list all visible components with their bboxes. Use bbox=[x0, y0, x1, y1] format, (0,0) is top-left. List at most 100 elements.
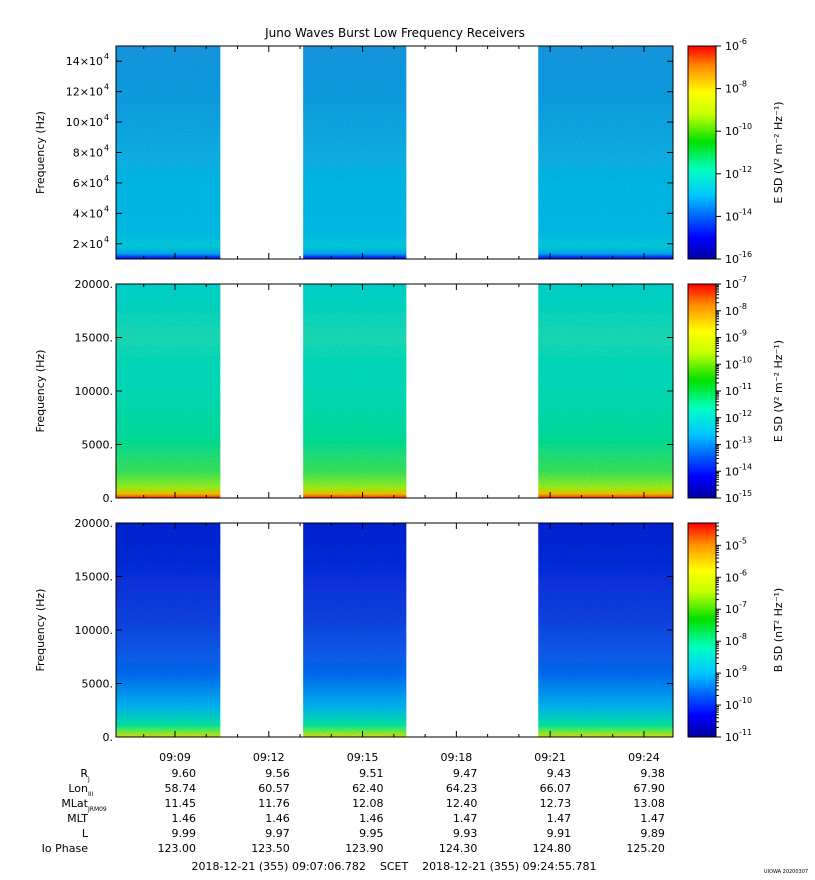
ephemeris-value: 64.23 bbox=[446, 782, 478, 795]
y-tick-label: 6×10 bbox=[73, 177, 103, 190]
ephemeris-label: MLat bbox=[61, 797, 88, 810]
colorbar-tick-label: 10-13 bbox=[725, 436, 752, 452]
y-tick-exponent: 4 bbox=[104, 144, 109, 153]
ephemeris-value: 1.47 bbox=[640, 812, 665, 825]
ephemeris-value: 9.51 bbox=[359, 767, 384, 780]
colorbar-tick-label: 10-9 bbox=[725, 664, 747, 680]
ephemeris-label: Lon bbox=[68, 782, 88, 795]
y-axis-label: Frequency (Hz) bbox=[34, 589, 47, 672]
y-tick-label: 0. bbox=[103, 731, 114, 744]
ephemeris-value: 1.46 bbox=[359, 812, 384, 825]
colorbar-1: 10-16 10-14 10-12 10-10 10-8 10-6 E SD (V² m⁻²… bbox=[687, 37, 785, 266]
y-tick-exponent: 4 bbox=[104, 235, 109, 244]
time-tick-label: 09:21 bbox=[534, 751, 566, 764]
y-axis-label: Frequency (Hz) bbox=[34, 111, 47, 194]
ephemeris-value: 9.56 bbox=[265, 767, 290, 780]
ephemeris-label: L bbox=[82, 827, 89, 840]
ephemeris-value: 9.97 bbox=[265, 827, 290, 840]
time-tick-label: 09:09 bbox=[159, 751, 191, 764]
y-tick-label: 8×10 bbox=[73, 147, 103, 160]
ephemeris-label: Io Phase bbox=[42, 842, 89, 855]
y-tick-label: 4×10 bbox=[73, 207, 103, 220]
ephemeris-label-subscript: J bbox=[87, 776, 90, 783]
figure-title: Juno Waves Burst Low Frequency Receivers bbox=[264, 26, 525, 40]
y-tick-label: 15000. bbox=[75, 571, 114, 584]
ephemeris-label-subscript: III bbox=[88, 791, 94, 798]
colorbar-tick-label: 10-14 bbox=[725, 462, 752, 478]
colorbar-tick-label: 10-5 bbox=[725, 536, 747, 552]
ephemeris-value: 11.45 bbox=[164, 797, 196, 810]
colorbar-tick-label: 10-12 bbox=[725, 409, 752, 425]
ephemeris-value: 125.20 bbox=[626, 842, 665, 855]
y-tick-label: 10000. bbox=[75, 385, 114, 398]
ephemeris-value: 123.00 bbox=[157, 842, 196, 855]
y-tick-label: 2×10 bbox=[73, 238, 103, 251]
ephemeris-value: 67.90 bbox=[633, 782, 665, 795]
ephemeris-value: 124.30 bbox=[439, 842, 478, 855]
colorbar-tick-label: 10-10 bbox=[725, 696, 752, 712]
time-tick-label: 09:12 bbox=[253, 751, 285, 764]
spectrogram-block-1 bbox=[115, 284, 221, 498]
spectrogram-block-2 bbox=[303, 523, 407, 737]
colorbar-tick-label: 10-15 bbox=[725, 489, 752, 505]
y-tick-exponent: 4 bbox=[104, 174, 109, 183]
colorbar-label: E SD (V² m⁻² Hz⁻¹) bbox=[772, 101, 785, 203]
colorbar-gradient bbox=[687, 522, 717, 738]
ephemeris-value: 9.38 bbox=[640, 767, 665, 780]
colorbar-tick-label: 10-6 bbox=[725, 568, 747, 584]
time-tick-label: 09:24 bbox=[628, 751, 660, 764]
ephemeris-value: 9.93 bbox=[453, 827, 478, 840]
spectrogram-block-3 bbox=[538, 46, 674, 259]
ephemeris-value: 9.99 bbox=[171, 827, 196, 840]
colorbar-tick-label: 10-8 bbox=[725, 632, 747, 648]
spectrogram-block-3 bbox=[538, 523, 674, 737]
ephemeris-value: 9.47 bbox=[453, 767, 478, 780]
ephemeris-label: R bbox=[80, 767, 88, 780]
ephemeris-value: 9.95 bbox=[359, 827, 384, 840]
colorbar-3: 10-11 10-10 10-9 10-8 10-7 10-6 10-5 B SD (nT² … bbox=[687, 522, 785, 744]
colorbar-tick-label: 10-10 bbox=[725, 355, 752, 371]
ephemeris-value: 60.57 bbox=[258, 782, 290, 795]
colorbar-tick-label: 10-9 bbox=[725, 329, 747, 345]
ephemeris-value: 9.91 bbox=[547, 827, 572, 840]
colorbar-tick-label: 10-11 bbox=[725, 728, 752, 744]
ephemeris-value: 13.08 bbox=[633, 797, 665, 810]
spectrogram-panel-2: 0. 5000. 10000. 15000. 20000. Frequency (Hz) 1… bbox=[34, 275, 785, 505]
colorbar-label: E SD (V² m⁻² Hz⁻¹) bbox=[772, 340, 785, 442]
uiowa-stamp: UIOWA 20200307 bbox=[764, 869, 808, 875]
ephemeris-value: 9.43 bbox=[547, 767, 572, 780]
colorbar-tick-label: 10-7 bbox=[725, 600, 747, 616]
ephemeris-value: 12.08 bbox=[352, 797, 384, 810]
y-tick-label: 10000. bbox=[75, 624, 114, 637]
ephemeris-value: 1.47 bbox=[547, 812, 572, 825]
ephemeris-label-subscript: JRM09 bbox=[87, 806, 107, 813]
ephemeris-value: 123.50 bbox=[251, 842, 290, 855]
spectrogram-block-2 bbox=[303, 284, 407, 498]
colorbar-label: B SD (nT² Hz⁻¹) bbox=[772, 588, 785, 672]
ephemeris-value: 124.80 bbox=[533, 842, 572, 855]
ephemeris-value: 9.89 bbox=[640, 827, 665, 840]
colorbar-tick-label: 10-16 bbox=[725, 250, 752, 266]
time-tick-label: 09:18 bbox=[441, 751, 473, 764]
y-tick-label: 14×10 bbox=[66, 55, 103, 68]
scet-line: 2018-12-21 (355) 09:07:06.782 SCET 2018-… bbox=[191, 860, 596, 873]
ephemeris-value: 66.07 bbox=[540, 782, 572, 795]
ephemeris-value: 11.76 bbox=[258, 797, 290, 810]
y-tick-label: 15000. bbox=[75, 332, 114, 345]
ephemeris-value: 62.40 bbox=[352, 782, 384, 795]
spectrogram-block-2 bbox=[303, 46, 407, 259]
colorbar-2: 10-15 10-14 10-13 10-12 10-11 10-10 10-9 10-8 10… bbox=[687, 275, 785, 505]
ephemeris-value: 58.74 bbox=[164, 782, 196, 795]
colorbar-tick-label: 10-10 bbox=[725, 122, 752, 138]
y-tick-exponent: 4 bbox=[104, 113, 109, 122]
colorbar-gradient bbox=[687, 45, 717, 260]
spectrogram-block-1 bbox=[115, 523, 221, 737]
spectrogram-block-3 bbox=[538, 284, 674, 498]
colorbar-tick-label: 10-12 bbox=[725, 165, 752, 181]
ephemeris-value: 1.47 bbox=[453, 812, 478, 825]
ephemeris-value: 1.46 bbox=[265, 812, 290, 825]
ephemeris-value: 9.60 bbox=[171, 767, 196, 780]
y-tick-label: 0. bbox=[103, 492, 114, 505]
y-tick-label: 20000. bbox=[75, 278, 114, 291]
